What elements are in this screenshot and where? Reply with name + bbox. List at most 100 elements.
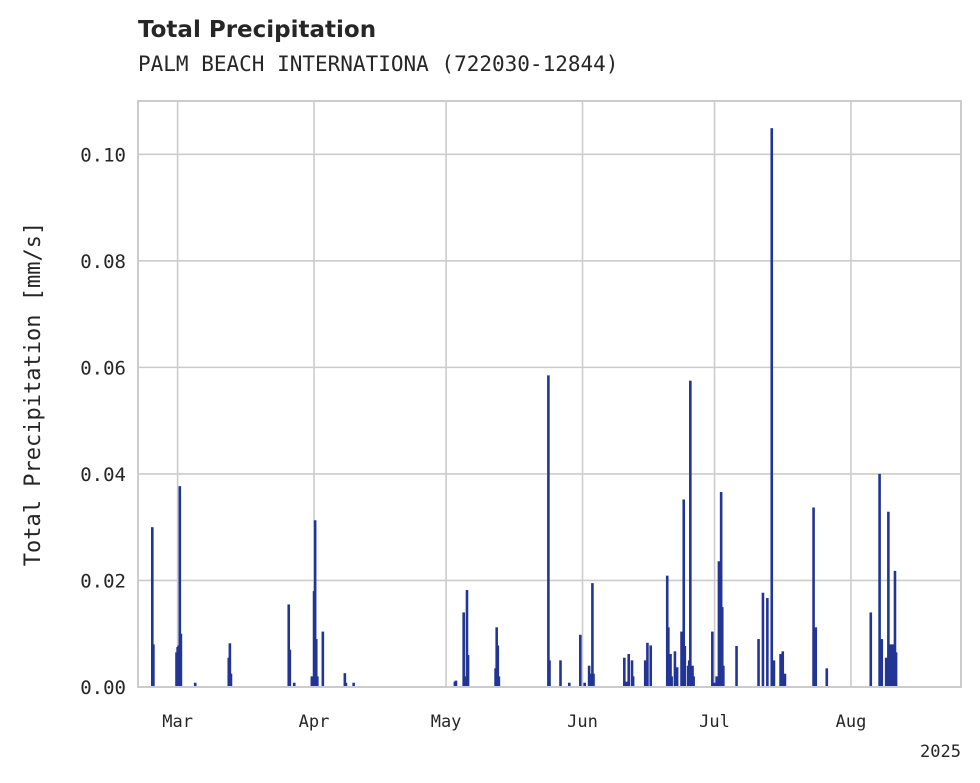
x-tick-label: Mar <box>162 712 193 732</box>
precipitation-bar <box>757 639 760 687</box>
precipitation-bar <box>669 653 672 687</box>
precipitation-bar <box>497 676 501 687</box>
x-tick-label: Jul <box>699 712 730 732</box>
precipitation-bar <box>588 673 592 687</box>
precipitation-bar <box>649 645 653 687</box>
y-tick-labels: 0.00 0.02 0.04 0.06 0.08 0.10 <box>80 144 126 699</box>
precipitation-bar <box>772 660 776 687</box>
precipitation-bar <box>683 645 687 687</box>
precipitation-bar <box>591 583 594 687</box>
precipitation-bar <box>680 631 683 687</box>
precipitation-bar <box>178 486 182 687</box>
precipitation-bar <box>893 570 897 687</box>
precipitation-bar <box>682 499 686 687</box>
precipitation-bar <box>891 644 895 687</box>
precipitation-bar <box>814 627 818 687</box>
precipitation-bar <box>568 682 571 687</box>
precipitation-bar <box>623 657 626 687</box>
precipitation-bar <box>825 668 829 687</box>
precipitation-bar <box>643 660 647 687</box>
precipitation-bar <box>884 657 888 687</box>
precipitation-bar <box>179 633 183 687</box>
x-tick-label: Apr <box>299 712 330 732</box>
precipitation-bar <box>627 653 631 687</box>
precipitation-bar <box>287 604 291 687</box>
x-tick-label: May <box>431 712 462 732</box>
precipitation-bar <box>465 590 469 687</box>
precipitation-bar <box>735 645 738 687</box>
precipitation-bar <box>292 682 296 687</box>
precipitation-bar <box>675 667 679 687</box>
precipitation-bar <box>631 676 635 687</box>
precipitation-bars <box>151 128 898 688</box>
x-tick-label: Aug <box>836 712 867 732</box>
precipitation-bar <box>783 673 787 687</box>
x-tick-label: Jun <box>567 712 598 732</box>
precipitation-bar <box>766 598 769 687</box>
y-tick-label: 0.04 <box>80 464 126 486</box>
precipitation-bar <box>314 639 318 687</box>
y-tick-label: 0.08 <box>80 251 126 273</box>
precipitation-bar <box>779 653 782 687</box>
precipitation-bar <box>496 645 500 687</box>
precipitation-bar <box>288 649 292 687</box>
plot-frame <box>137 100 962 688</box>
precipitation-bar <box>313 520 317 687</box>
precipitation-bar <box>869 612 873 687</box>
precipitation-bar <box>548 660 551 687</box>
precipitation-bar <box>343 673 347 687</box>
precipitation-bar <box>579 634 582 687</box>
precipitation-bar <box>781 651 785 687</box>
precipitation-bar <box>559 660 562 687</box>
precipitation-bar <box>352 682 355 687</box>
precipitation-bar <box>229 673 233 687</box>
precipitation-bar <box>193 682 197 687</box>
precipitation-bar <box>722 665 725 687</box>
precipitation-bar <box>463 676 467 687</box>
precipitation-bar <box>321 631 325 687</box>
precipitation-bar <box>691 665 694 687</box>
precipitation-bar <box>880 639 884 687</box>
precipitation-bar <box>151 527 154 687</box>
precipitation-bar <box>454 680 458 687</box>
y-tick-label: 0.06 <box>80 357 126 379</box>
precipitation-bar <box>466 655 470 687</box>
precipitation-bar <box>715 676 719 687</box>
precipitation-bar <box>228 643 232 687</box>
y-tick-label: 0.02 <box>80 570 126 592</box>
precipitation-bar <box>630 660 634 687</box>
precipitation-bar <box>692 676 695 687</box>
precipitation-bar <box>625 681 628 687</box>
precipitation-bar <box>316 676 319 687</box>
precipitation-bar <box>719 492 723 687</box>
precipitation-bar <box>812 507 815 687</box>
precipitation-bar <box>878 473 881 687</box>
precipitation-bar <box>770 128 774 688</box>
precipitation-bar <box>761 592 765 687</box>
precipitation-bar <box>889 644 892 687</box>
y-tick-label: 0.00 <box>80 677 126 699</box>
precipitation-bar <box>344 682 348 687</box>
precipitation-bar <box>689 380 692 687</box>
precipitation-bar <box>887 511 890 687</box>
year-label: 2025 <box>920 742 961 762</box>
precipitation-bar <box>713 682 716 687</box>
precipitation-bar <box>152 644 155 687</box>
x-tick-labels: Mar Apr May Jun Jul Aug <box>162 712 866 732</box>
precipitation-bar <box>670 676 673 687</box>
precipitation-bar <box>583 682 587 687</box>
precipitation-bar <box>894 652 898 687</box>
precipitation-bar <box>667 627 670 687</box>
precipitation-bar <box>720 607 724 687</box>
y-tick-label: 0.10 <box>80 144 126 166</box>
y-axis-label: Total Precipitation [mm/s] <box>21 222 46 566</box>
precipitation-bar <box>717 561 721 687</box>
precipitation-bar <box>592 673 595 687</box>
precipitation-bar <box>711 631 714 687</box>
chart-title: Total Precipitation <box>138 17 377 43</box>
chart-subtitle: PALM BEACH INTERNATIONA (722030-12844) <box>138 52 619 76</box>
precipitation-bar <box>547 375 550 687</box>
precipitation-bar <box>673 651 677 687</box>
precipitation-bar <box>462 612 465 687</box>
